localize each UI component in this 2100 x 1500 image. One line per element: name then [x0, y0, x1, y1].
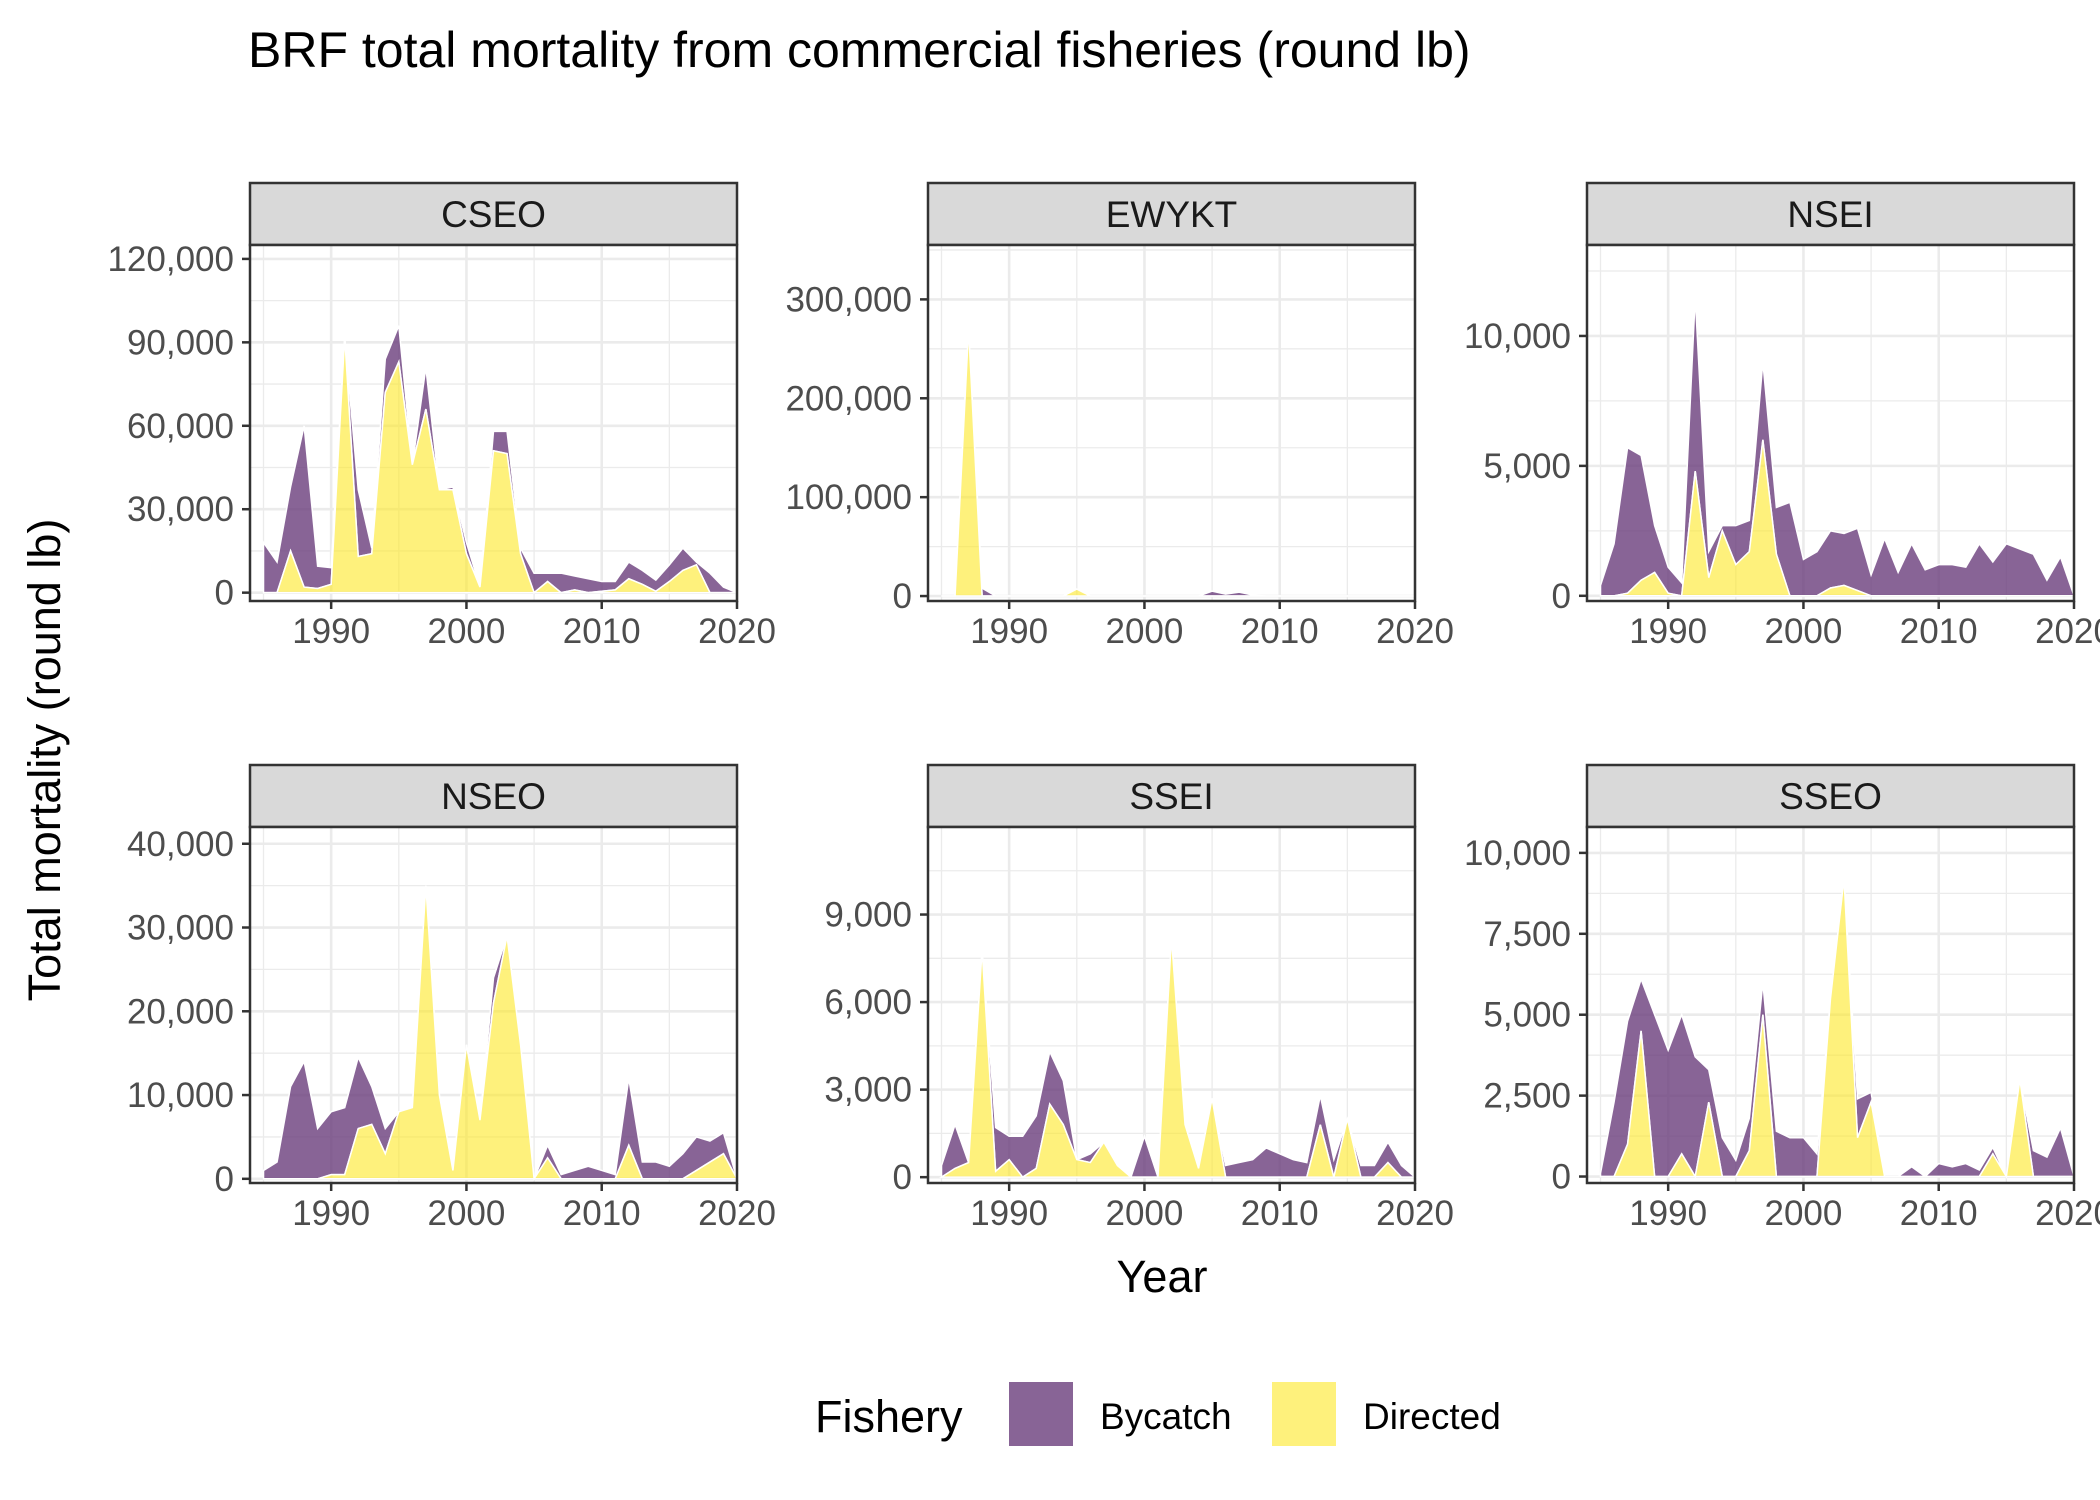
legend-label-bycatch: Bycatch: [1100, 1396, 1232, 1437]
y-tick-label-sseo: 2,500: [1483, 1077, 1571, 1116]
y-tick-label-ewykt: 300,000: [785, 280, 912, 319]
y-tick-label-ssei: 3,000: [824, 1071, 912, 1110]
x-tick-label-ewykt: 2010: [1241, 612, 1319, 651]
x-tick-label-ewykt: 1990: [970, 612, 1048, 651]
y-tick-label-nsei: 5,000: [1483, 447, 1571, 486]
gridlines-ewykt: [928, 245, 1417, 601]
chart-title: BRF total mortality from commercial fish…: [248, 22, 1471, 78]
x-tick-label-ssei: 2010: [1241, 1194, 1319, 1233]
y-tick-label-nseo: 20,000: [127, 992, 234, 1031]
y-axis-title: Total mortality (round lb): [19, 519, 70, 1002]
strip-label-nsei: NSEI: [1787, 194, 1873, 235]
strip-ewykt: [926, 181, 1417, 247]
area-directed-nseo: [263, 885, 739, 1182]
strip-label-ewykt: EWYKT: [1106, 194, 1238, 235]
x-tick-label-nseo: 2010: [563, 1194, 641, 1233]
y-tick-label-ssei: 9,000: [824, 896, 912, 935]
panel-border-ewykt: [926, 243, 1417, 603]
y-tick-label-sseo: 7,500: [1483, 915, 1571, 954]
y-tick-label-cseo: 0: [215, 574, 234, 613]
strip-cseo: [248, 181, 739, 247]
x-tick-label-cseo: 2020: [698, 612, 776, 651]
y-tick-label-ssei: 0: [893, 1158, 912, 1197]
x-tick-label-cseo: 2000: [428, 612, 506, 651]
y-tick-label-ewykt: 100,000: [785, 478, 912, 517]
strip-label-ssei: SSEI: [1129, 776, 1213, 817]
area-directed-ewykt: [941, 329, 1415, 597]
panel-border-nsei: [1585, 243, 2076, 603]
panel-ewykt: EWYKT 0 100,000 200,000 300,000 1990 2000 2010 2…: [785, 181, 1454, 651]
y-tick-label-ewykt: 0: [893, 577, 912, 616]
panel-border-cseo: [248, 243, 739, 603]
y-tick-label-cseo: 90,000: [127, 323, 234, 362]
facet-panels: CSEO 0 30,000 60,000 90,000 120,000 1990 2000 20…: [107, 181, 2100, 1233]
area-directed-sseo: [1600, 878, 2074, 1179]
legend: Fishery Bycatch Directed: [815, 1382, 1501, 1446]
y-tick-label-nsei: 0: [1552, 577, 1571, 616]
strip-label-cseo: CSEO: [441, 194, 546, 235]
panel-nsei: NSEI 0 5,000 10,000 1990 2000 2010 2020: [1464, 181, 2100, 651]
panel-border-ssei: [926, 825, 1417, 1185]
x-tick-label-nsei: 2020: [2035, 612, 2100, 651]
x-tick-label-nseo: 2020: [698, 1194, 776, 1233]
legend-key-bycatch: [1009, 1382, 1073, 1446]
strip-label-nseo: NSEO: [441, 776, 546, 817]
x-tick-label-sseo: 2010: [1900, 1194, 1978, 1233]
legend-title: Fishery: [815, 1391, 963, 1442]
y-tick-label-sseo: 10,000: [1464, 834, 1571, 873]
y-tick-label-sseo: 5,000: [1483, 996, 1571, 1035]
gridlines-cseo: [250, 245, 739, 601]
y-tick-label-nseo: 30,000: [127, 909, 234, 948]
y-tick-label-sseo: 0: [1552, 1158, 1571, 1197]
y-tick-label-ewykt: 200,000: [785, 379, 912, 418]
area-directed-cseo: [263, 336, 737, 594]
x-tick-label-sseo: 1990: [1629, 1194, 1707, 1233]
y-tick-label-nsei: 10,000: [1464, 317, 1571, 356]
x-tick-label-cseo: 2010: [563, 612, 641, 651]
x-tick-label-nsei: 2000: [1765, 612, 1843, 651]
x-tick-label-sseo: 2020: [2035, 1194, 2100, 1233]
y-tick-label-cseo: 60,000: [127, 407, 234, 446]
x-tick-label-nsei: 2010: [1900, 612, 1978, 651]
strip-nsei: [1585, 181, 2076, 247]
x-tick-label-cseo: 1990: [292, 612, 370, 651]
x-tick-label-ewykt: 2000: [1106, 612, 1184, 651]
panel-ssei: SSEI 0 3,000 6,000 9,000 1990 2000 2010 2020: [824, 763, 1454, 1233]
strip-sseo: [1585, 763, 2076, 829]
y-tick-label-nseo: 10,000: [127, 1076, 234, 1115]
x-tick-label-sseo: 2000: [1765, 1194, 1843, 1233]
legend-key-directed: [1272, 1382, 1336, 1446]
panel-nseo: NSEO 0 10,000 20,000 30,000 40,000 1990 2000 201…: [127, 763, 776, 1233]
strip-label-sseo: SSEO: [1779, 776, 1882, 817]
panel-border-nseo: [248, 825, 739, 1185]
x-axis-title: Year: [1117, 1251, 1208, 1302]
legend-label-directed: Directed: [1363, 1396, 1501, 1437]
x-tick-label-nseo: 1990: [292, 1194, 370, 1233]
strip-ssei: [926, 763, 1417, 829]
x-tick-label-nsei: 1990: [1629, 612, 1707, 651]
y-tick-label-nseo: 40,000: [127, 825, 234, 864]
y-tick-label-cseo: 120,000: [107, 240, 234, 279]
panel-border-sseo: [1585, 825, 2076, 1185]
panel-sseo: SSEO 0 2,500 5,000 7,500 10,000 1990 2000 2010 20…: [1464, 763, 2100, 1233]
x-tick-label-ssei: 2020: [1376, 1194, 1454, 1233]
area-directed-nsei: [1600, 439, 2074, 597]
strip-nseo: [248, 763, 739, 829]
y-tick-label-ssei: 6,000: [824, 983, 912, 1022]
panel-cseo: CSEO 0 30,000 60,000 90,000 120,000 1990 2000 20…: [107, 181, 776, 651]
area-directed-ssei: [938, 937, 1415, 1179]
x-tick-label-ewykt: 2020: [1376, 612, 1454, 651]
x-tick-label-ssei: 1990: [970, 1194, 1048, 1233]
x-tick-label-nseo: 2000: [428, 1194, 506, 1233]
y-tick-label-nseo: 0: [215, 1160, 234, 1199]
x-tick-label-ssei: 2000: [1106, 1194, 1184, 1233]
y-tick-label-cseo: 30,000: [127, 490, 234, 529]
